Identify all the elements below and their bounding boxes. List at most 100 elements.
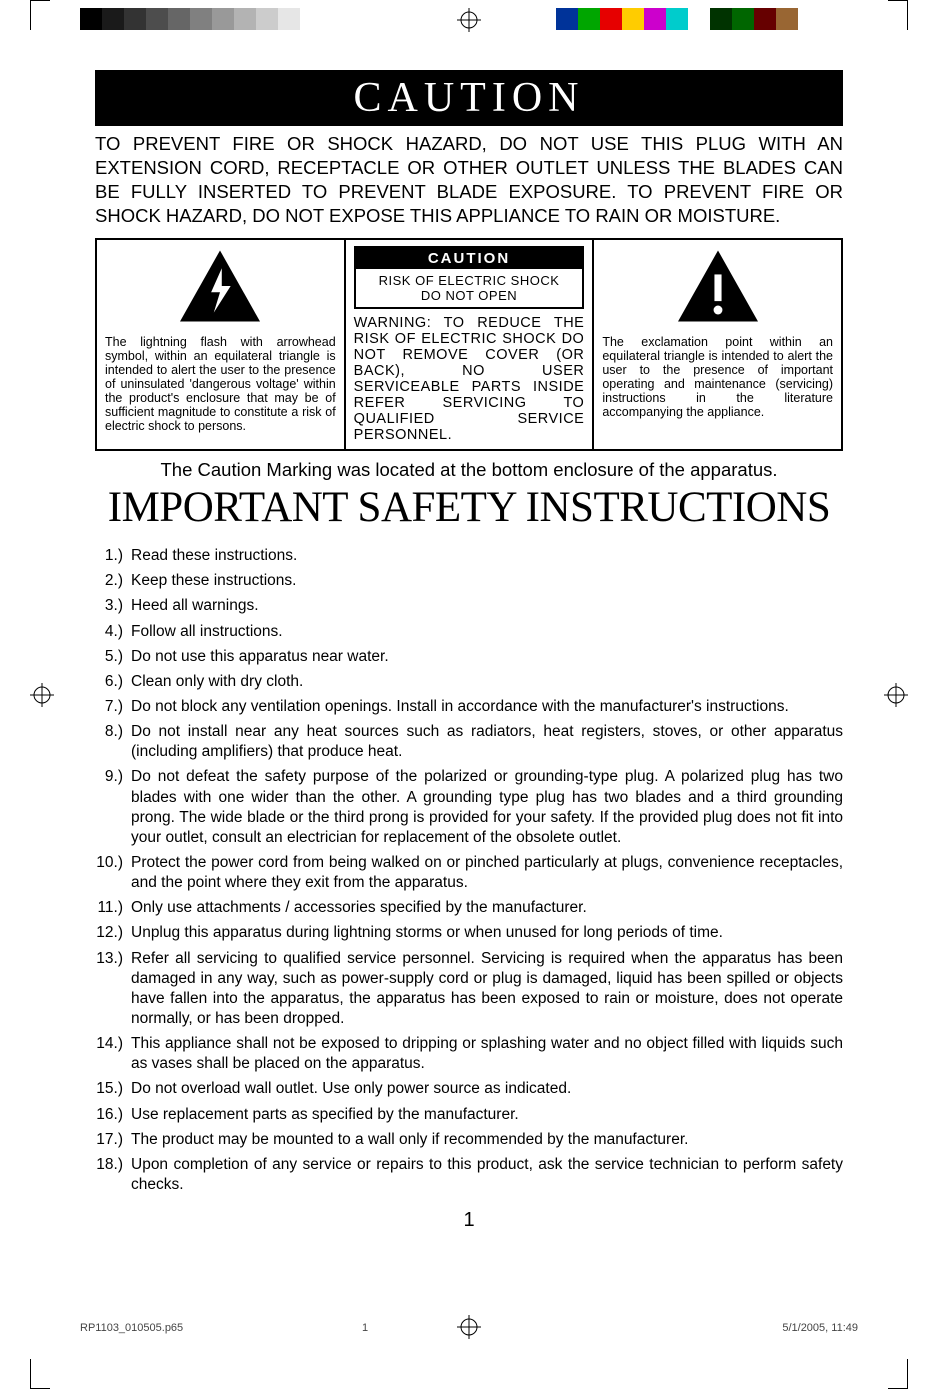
instruction-text: Read these instructions. [131,546,843,566]
mid-caution-line2: DO NOT OPEN [362,288,577,303]
exclamation-text: The exclamation point within an equilate… [602,335,833,419]
instruction-text: Do not defeat the safety purpose of the … [131,767,843,848]
warning-triple-box: The lightning flash with arrowhead symbo… [95,238,843,451]
instruction-number: 4.) [95,622,131,642]
swatch [622,8,644,30]
instruction-item: 3.)Heed all warnings. [95,596,843,616]
swatch [278,8,300,30]
lightning-box: The lightning flash with arrowhead symbo… [97,240,344,449]
instruction-text: Upon completion of any service or repair… [131,1155,843,1195]
lightning-text: The lightning flash with arrowhead symbo… [105,335,336,433]
swatch [688,8,710,30]
instruction-text: Protect the power cord from being walked… [131,853,843,893]
swatch [732,8,754,30]
swatch [644,8,666,30]
instruction-item: 13.)Refer all servicing to qualified ser… [95,949,843,1030]
center-warning-box: CAUTION RISK OF ELECTRIC SHOCK DO NOT OP… [344,240,593,449]
swatch [300,8,322,30]
swatch [234,8,256,30]
swatch [124,8,146,30]
lightning-triangle-icon [105,246,336,329]
instruction-item: 16.)Use replacement parts as specified b… [95,1105,843,1125]
instruction-text: The product may be mounted to a wall onl… [131,1130,843,1150]
instruction-number: 13.) [95,949,131,1030]
instruction-number: 11.) [95,898,131,918]
safety-instructions-heading: IMPORTANT SAFETY INSTRUCTIONS [95,483,843,532]
instruction-item: 6.)Clean only with dry cloth. [95,672,843,692]
exclamation-triangle-icon [602,246,833,329]
instruction-item: 7.)Do not block any ventilation openings… [95,697,843,717]
instruction-item: 2.)Keep these instructions. [95,571,843,591]
instruction-number: 7.) [95,697,131,717]
swatch [600,8,622,30]
instruction-item: 15.)Do not overload wall outlet. Use onl… [95,1079,843,1099]
instruction-number: 8.) [95,722,131,762]
instruction-text: Follow all instructions. [131,622,843,642]
registration-mark-icon [30,683,54,707]
instruction-text: Clean only with dry cloth. [131,672,843,692]
instruction-number: 12.) [95,923,131,943]
swatch [102,8,124,30]
instruction-item: 4.)Follow all instructions. [95,622,843,642]
instruction-text: Heed all warnings. [131,596,843,616]
instruction-number: 3.) [95,596,131,616]
crop-mark [30,1359,50,1389]
instruction-number: 18.) [95,1155,131,1195]
instruction-number: 5.) [95,647,131,667]
swatch [666,8,688,30]
instruction-text: Do not block any ventilation openings. I… [131,697,843,717]
instruction-text: Do not install near any heat sources suc… [131,722,843,762]
instruction-number: 1.) [95,546,131,566]
instruction-item: 1.)Read these instructions. [95,546,843,566]
swatch [80,8,102,30]
instruction-number: 10.) [95,853,131,893]
instruction-number: 15.) [95,1079,131,1099]
registration-mark-icon [884,683,908,707]
instruction-item: 18.)Upon completion of any service or re… [95,1155,843,1195]
instructions-list: 1.)Read these instructions. 2.)Keep these… [95,546,843,1195]
registration-mark-icon [457,8,481,32]
swatch [190,8,212,30]
swatch [754,8,776,30]
instruction-number: 6.) [95,672,131,692]
page-number: 1 [95,1209,843,1232]
mid-caution-label: CAUTION [356,248,583,269]
intro-paragraph: TO PREVENT FIRE OR SHOCK HAZARD, DO NOT … [95,132,843,228]
crop-mark [888,0,908,30]
instruction-number: 2.) [95,571,131,591]
instruction-number: 14.) [95,1034,131,1074]
instruction-item: 14.)This appliance shall not be exposed … [95,1034,843,1074]
swatch [776,8,798,30]
footer-date: 5/1/2005, 11:49 [782,1322,858,1334]
swatch [212,8,234,30]
swatch [556,8,578,30]
swatch [146,8,168,30]
enclosure-note: The Caution Marking was located at the b… [95,459,843,481]
instruction-number: 17.) [95,1130,131,1150]
footer-filename: RP1103_010505.p65 [80,1322,183,1334]
instruction-item: 8.)Do not install near any heat sources … [95,722,843,762]
swatch [256,8,278,30]
instruction-number: 9.) [95,767,131,848]
instruction-text: This appliance shall not be exposed to d… [131,1034,843,1074]
instruction-text: Refer all servicing to qualified service… [131,949,843,1030]
footer: RP1103_010505.p65 1 5/1/2005, 11:49 [80,1322,858,1334]
crop-mark [30,0,50,30]
center-warning-text: WARNING: TO REDUCE THE RISK OF ELECTRIC … [354,315,585,443]
instruction-item: 12.)Unplug this apparatus during lightni… [95,923,843,943]
mid-caution-line1: RISK OF ELECTRIC SHOCK [362,273,577,288]
instruction-text: Only use attachments / accessories speci… [131,898,843,918]
instruction-item: 11.)Only use attachments / accessories s… [95,898,843,918]
instruction-number: 16.) [95,1105,131,1125]
instruction-item: 17.)The product may be mounted to a wall… [95,1130,843,1150]
exclamation-box: The exclamation point within an equilate… [592,240,841,449]
rgb-colorbar [556,8,798,30]
instruction-text: Do not overload wall outlet. Use only po… [131,1079,843,1099]
instruction-text: Do not use this apparatus near water. [131,647,843,667]
page-content: CAUTION TO PREVENT FIRE OR SHOCK HAZARD,… [95,70,843,1299]
instruction-text: Use replacement parts as specified by th… [131,1105,843,1125]
swatch [710,8,732,30]
crop-mark [888,1359,908,1389]
instruction-text: Unplug this apparatus during lightning s… [131,923,843,943]
instruction-item: 9.)Do not defeat the safety purpose of t… [95,767,843,848]
